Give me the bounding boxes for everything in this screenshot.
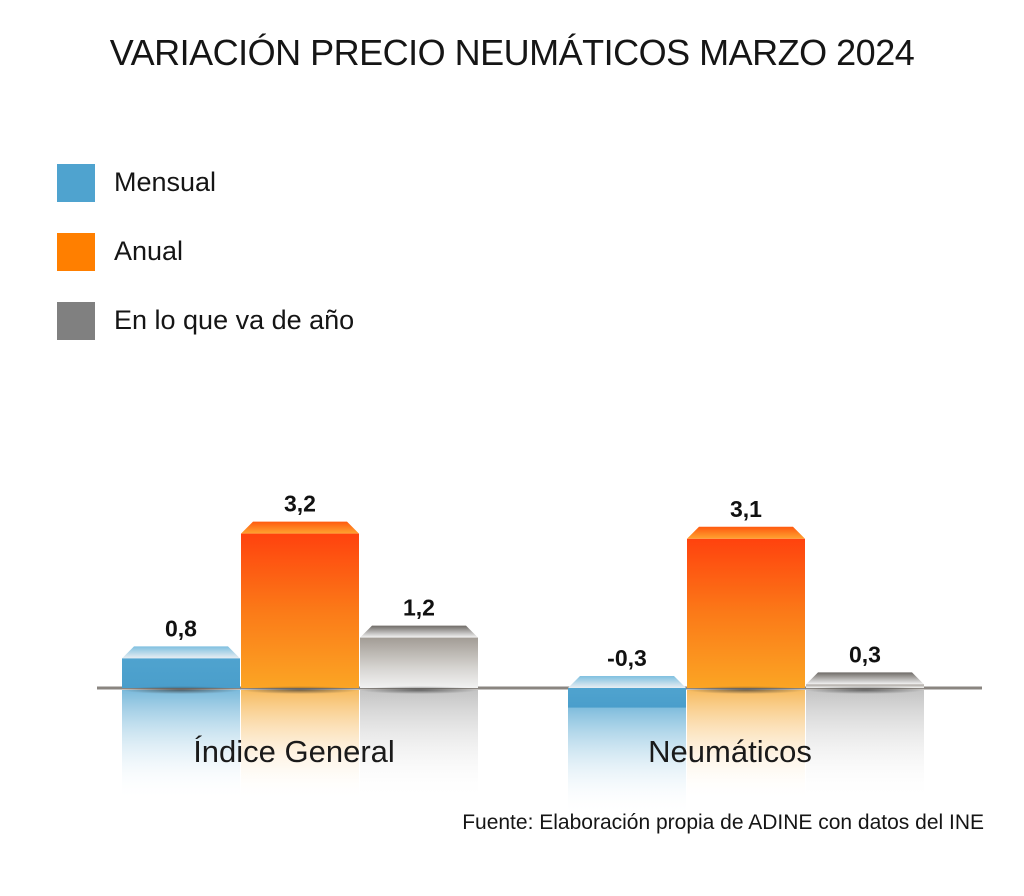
bar-top-neumaticos-ytd bbox=[806, 672, 924, 685]
source-note: Fuente: Elaboración propia de ADINE con … bbox=[462, 811, 984, 834]
bar-top-indice-anual bbox=[241, 521, 359, 534]
bar-top-neumaticos-mensual bbox=[568, 676, 686, 688]
legend-swatch-mensual bbox=[57, 164, 95, 202]
reflection-indice-mensual bbox=[122, 690, 240, 800]
data-labels: 0,8 3,2 1,2 -0,3 3,1 0,3 bbox=[165, 491, 881, 671]
bar-indice-ytd bbox=[360, 637, 478, 688]
bar-shadow-indice-ytd bbox=[360, 686, 478, 694]
chart-title: VARIACIÓN PRECIO NEUMÁTICOS MARZO 2024 bbox=[109, 32, 915, 73]
bar-shadow-neumaticos-ytd bbox=[806, 686, 924, 694]
category-label-neumaticos: Neumáticos bbox=[648, 734, 812, 769]
legend-label: Mensual bbox=[114, 167, 217, 197]
bar-reflections bbox=[122, 690, 924, 816]
bar-shadow-neumaticos-anual bbox=[687, 686, 805, 694]
data-label-neumaticos-ytd: 0,3 bbox=[849, 641, 881, 667]
reflection-neumaticos-anual bbox=[687, 690, 805, 800]
bar-indice-anual bbox=[241, 533, 359, 688]
reflection-neumaticos-mensual bbox=[568, 705, 686, 816]
bar-shadow-indice-anual bbox=[241, 686, 359, 694]
data-label-indice-mensual: 0,8 bbox=[165, 615, 197, 641]
bar-top-indice-mensual bbox=[122, 646, 240, 659]
data-label-indice-ytd: 1,2 bbox=[403, 595, 435, 621]
bar-top-neumaticos-anual bbox=[687, 526, 805, 539]
legend-label: Anual bbox=[114, 236, 184, 266]
reflection-neumaticos-ytd bbox=[806, 690, 924, 800]
legend-swatch-anual bbox=[57, 233, 95, 271]
legend-label: En lo que va de año bbox=[114, 305, 355, 335]
reflection-indice-ytd bbox=[360, 690, 478, 800]
bar-top-indice-ytd bbox=[360, 625, 478, 638]
reflection-indice-anual bbox=[241, 690, 359, 800]
legend-swatch-ytd bbox=[57, 302, 95, 340]
data-label-indice-anual: 3,2 bbox=[284, 491, 316, 517]
category-label-indice-general: Índice General bbox=[193, 734, 395, 769]
data-label-neumaticos-anual: 3,1 bbox=[730, 496, 762, 522]
bar-shadow-indice-mensual bbox=[122, 686, 240, 694]
bar-indice-mensual bbox=[122, 658, 240, 688]
bars bbox=[122, 521, 924, 708]
bar-neumaticos-mensual bbox=[568, 688, 686, 708]
bar-neumaticos-anual bbox=[687, 538, 805, 688]
data-label-neumaticos-mensual: -0,3 bbox=[607, 645, 647, 671]
